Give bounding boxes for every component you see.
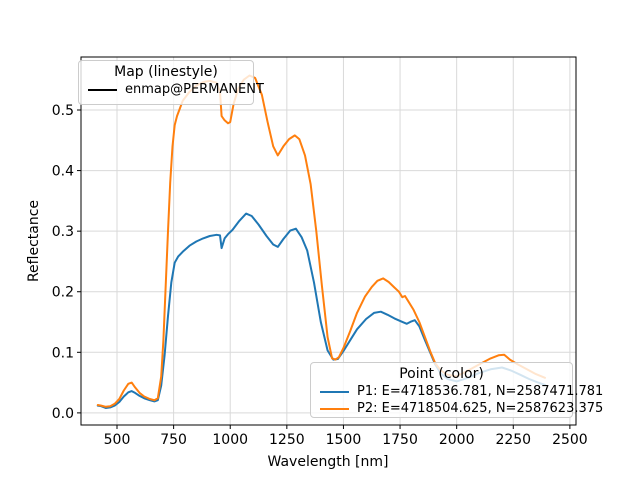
legend-point-entry-p2: P2: E=4718504.625, N=2587623.375 bbox=[311, 400, 603, 417]
x-tick-label: 1750 bbox=[382, 432, 418, 448]
x-tick-label: 1250 bbox=[269, 432, 305, 448]
x-tick-label: 500 bbox=[104, 432, 131, 448]
x-tick-label: 2500 bbox=[552, 432, 588, 448]
legend-point-color: Point (color) P1: E=4718536.781, N=25874… bbox=[310, 362, 603, 418]
y-tick-label: 0.4 bbox=[52, 164, 74, 180]
legend-point-entry-p2-label: P2: E=4718504.625, N=2587623.375 bbox=[357, 401, 604, 416]
y-tick-label: 0.5 bbox=[52, 103, 74, 119]
x-tick-label: 750 bbox=[160, 432, 187, 448]
y-tick-label: 0.0 bbox=[52, 406, 74, 422]
axes-frame bbox=[80, 56, 577, 426]
x-tick-label: 2000 bbox=[439, 432, 475, 448]
axis-ticks bbox=[77, 109, 571, 429]
line-swatch-enmap bbox=[88, 88, 117, 91]
legend-map-entry-label: enmap@PERMANENT bbox=[125, 82, 264, 97]
legend-map-linestyle: Map (linestyle) enmap@PERMANENT bbox=[78, 60, 264, 105]
y-tick-label: 0.1 bbox=[52, 345, 74, 361]
y-tick-label: 0.2 bbox=[52, 285, 74, 301]
y-axis-title: Reflectance bbox=[26, 200, 42, 282]
x-tick-label: 1000 bbox=[212, 432, 248, 448]
x-tick-label: 1500 bbox=[326, 432, 362, 448]
data-series bbox=[96, 74, 546, 409]
line-swatch-p1 bbox=[320, 390, 349, 393]
x-axis-title: Wavelength [nm] bbox=[268, 454, 389, 470]
line-swatch-p2 bbox=[320, 407, 349, 410]
legend-point-entry-p1-label: P1: E=4718536.781, N=2587471.781 bbox=[357, 384, 604, 399]
axis-tick-labels: 500 750 1000 1250 1500 1750 2000 2250 2500 0.0 0.1… bbox=[52, 103, 588, 448]
legend-map-entry: enmap@PERMANENT bbox=[79, 81, 264, 98]
y-tick-label: 0.3 bbox=[52, 224, 74, 240]
legend-map-title: Map (linestyle) bbox=[114, 64, 218, 80]
legend-point-entry-p1: P1: E=4718536.781, N=2587471.781 bbox=[311, 383, 603, 400]
legend-point-title: Point (color) bbox=[399, 366, 484, 382]
x-tick-label: 2250 bbox=[495, 432, 531, 448]
